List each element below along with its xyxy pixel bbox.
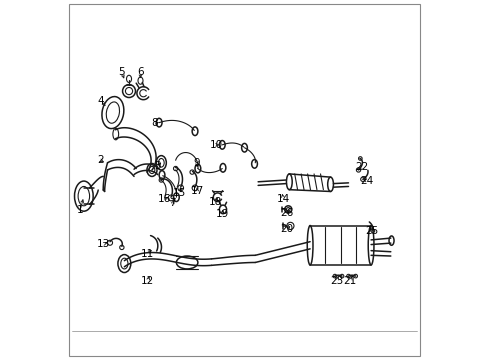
Text: 14: 14 [276,194,289,204]
Text: 24: 24 [360,176,373,186]
Text: 19: 19 [215,209,228,219]
Text: 10: 10 [209,140,223,150]
Text: 23: 23 [330,276,343,286]
Text: 18: 18 [209,197,222,207]
Text: 16: 16 [158,194,171,204]
Text: 21: 21 [343,276,356,286]
Text: 5: 5 [118,67,125,77]
Text: 17: 17 [190,186,203,197]
Text: 12: 12 [141,276,154,286]
Text: 8: 8 [150,118,157,128]
Text: 15: 15 [172,188,185,198]
Text: 9: 9 [193,158,200,168]
Text: 6: 6 [137,67,143,77]
Text: 4: 4 [98,96,104,106]
Text: 3: 3 [154,161,161,171]
Text: 11: 11 [141,248,154,258]
Text: 22: 22 [355,162,368,172]
Text: 26: 26 [280,208,293,218]
Text: 20: 20 [280,225,293,234]
Text: 25: 25 [365,226,378,236]
Text: 13: 13 [97,239,110,249]
Text: 1: 1 [77,206,83,216]
Text: 7: 7 [169,198,176,208]
Text: 2: 2 [97,155,103,165]
